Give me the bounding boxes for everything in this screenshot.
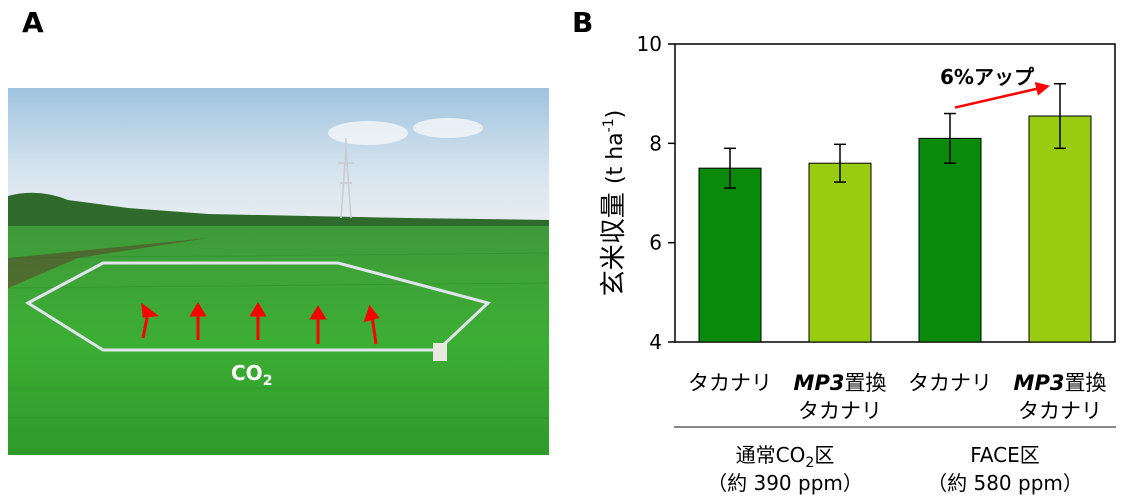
x-category-label: MP3置換 (794, 371, 887, 395)
y-tick-label: 8 (649, 131, 662, 155)
annotation-arrowhead (1034, 82, 1050, 96)
panel-a-label-wrap: A (22, 6, 44, 39)
bars (698, 115, 1092, 343)
group-labels: 通常CO2区（約 390 ppm） FACE区 （約 580 ppm） (674, 426, 1116, 495)
pylon (338, 138, 354, 219)
cloud (328, 121, 408, 145)
bar-2 (808, 162, 872, 343)
y-tick-label: 10 (637, 32, 662, 56)
bar-3 (918, 137, 982, 343)
x-category-label: タカナリ (1018, 399, 1102, 423)
field-rows (8, 252, 549, 419)
field-photo: CO2 (8, 88, 549, 455)
face-ring (25, 261, 491, 352)
error-bars (724, 82, 1066, 189)
cloud (413, 118, 483, 138)
x-category-label: タカナリ (908, 371, 992, 395)
bar-1 (698, 167, 762, 343)
group-name: FACE区 (970, 443, 1040, 467)
group-detail: （約 390 ppm） (707, 471, 863, 495)
y-tick-label: 4 (649, 330, 662, 354)
tree-line (8, 192, 549, 233)
annotation-text: 6%アップ (940, 65, 1035, 89)
annotation: 6%アップ (940, 65, 1050, 109)
panel-b-label: B (572, 6, 593, 39)
group-name: 通常CO2区 (736, 443, 835, 471)
x-category-label: MP3置換 (1014, 371, 1107, 395)
bar-4 (1028, 115, 1092, 343)
y-tick-label: 6 (649, 231, 662, 255)
group-detail: （約 580 ppm） (927, 471, 1083, 495)
y-axis-title: 玄米収量 (t ha-1) (599, 110, 629, 296)
panel-a-label: A (22, 6, 44, 39)
y-axis-label: 玄米収量 (t ha-1) (599, 110, 629, 296)
plot-area (674, 43, 1116, 343)
co2-arrows (141, 302, 380, 345)
dirt-path (8, 238, 208, 288)
sensor-box (433, 343, 447, 361)
annotation-arrow (954, 87, 1037, 109)
y-axis-ticks: 4 6 8 10 (637, 32, 675, 354)
x-category-label: タカナリ (688, 371, 772, 395)
x-category-label: タカナリ (798, 399, 882, 423)
photo-caption: CO2 (231, 361, 272, 389)
